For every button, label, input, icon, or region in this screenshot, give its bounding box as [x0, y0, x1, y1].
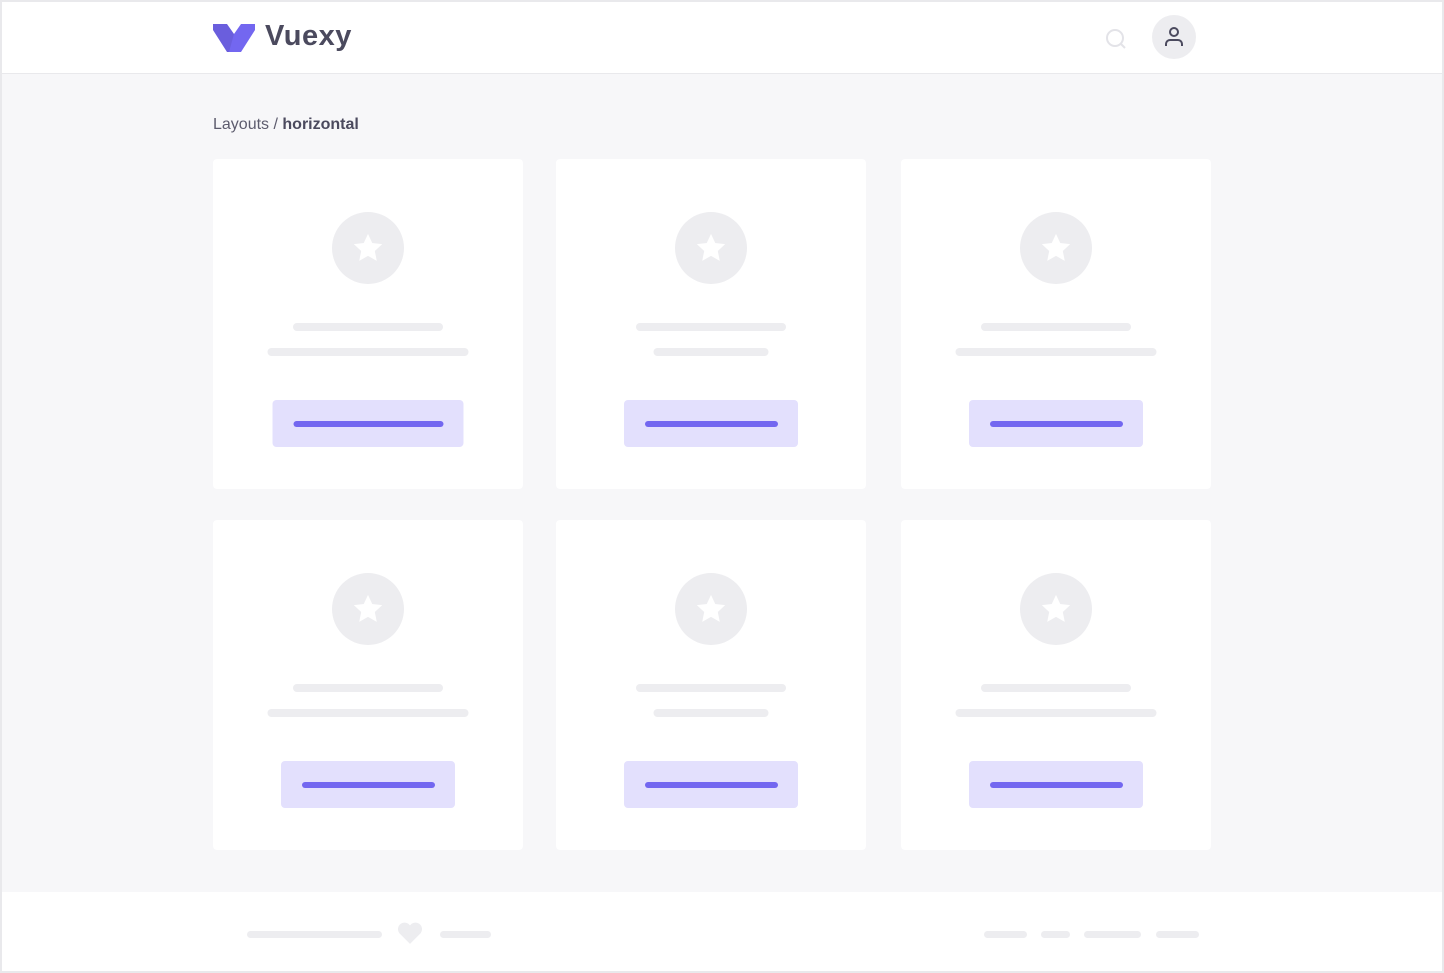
- card-button-label-placeholder: [644, 420, 778, 427]
- vuexy-logo-icon[interactable]: [213, 22, 255, 52]
- card-button[interactable]: [969, 761, 1143, 808]
- card-button-label-placeholder: [989, 781, 1123, 788]
- card-button-label-placeholder: [301, 781, 435, 788]
- card: [901, 520, 1211, 850]
- card-text-placeholder: [653, 709, 769, 717]
- card-icon-circle: [332, 573, 404, 645]
- card-button[interactable]: [969, 400, 1143, 447]
- card: [901, 159, 1211, 489]
- card: [556, 159, 866, 489]
- footer-link[interactable]: [1041, 931, 1070, 938]
- card-button-label-placeholder: [989, 420, 1123, 427]
- card-button-label-placeholder: [644, 781, 778, 788]
- card: [213, 520, 523, 850]
- card: [213, 159, 523, 489]
- heart-icon: [397, 922, 423, 944]
- breadcrumb-current: horizontal: [282, 116, 359, 133]
- card-title-placeholder: [981, 684, 1131, 692]
- footer: [2, 892, 1442, 971]
- star-icon: [1041, 233, 1071, 261]
- user-avatar[interactable]: [1152, 15, 1196, 59]
- breadcrumb-separator: /: [269, 116, 283, 133]
- star-icon: [696, 233, 726, 261]
- star-icon: [1041, 594, 1071, 622]
- card-button-label-placeholder: [293, 420, 443, 427]
- card-icon-circle: [332, 212, 404, 284]
- card-text-placeholder: [955, 709, 1157, 717]
- footer-text-placeholder: [247, 931, 382, 938]
- card-title-placeholder: [981, 323, 1131, 331]
- search-icon[interactable]: [1104, 27, 1128, 51]
- top-navbar: Vuexy: [2, 2, 1442, 74]
- card-title-placeholder: [636, 323, 786, 331]
- card-title-placeholder: [293, 684, 443, 692]
- card-title-placeholder: [636, 684, 786, 692]
- star-icon: [353, 594, 383, 622]
- breadcrumb: Layouts / horizontal: [213, 116, 359, 134]
- brand-name[interactable]: Vuexy: [265, 20, 352, 52]
- star-icon: [353, 233, 383, 261]
- card: [556, 520, 866, 850]
- footer-link[interactable]: [984, 931, 1027, 938]
- card-text-placeholder: [955, 348, 1157, 356]
- card-text-placeholder: [267, 348, 469, 356]
- card-title-placeholder: [293, 323, 443, 331]
- card-icon-circle: [675, 573, 747, 645]
- card-text-placeholder: [267, 709, 469, 717]
- card-icon-circle: [1020, 212, 1092, 284]
- breadcrumb-parent[interactable]: Layouts: [213, 116, 270, 133]
- user-icon: [1165, 27, 1183, 46]
- card-icon-circle: [675, 212, 747, 284]
- card-text-placeholder: [653, 348, 769, 356]
- footer-link[interactable]: [1156, 931, 1199, 938]
- card-button[interactable]: [272, 400, 464, 447]
- card-icon-circle: [1020, 573, 1092, 645]
- card-button[interactable]: [624, 400, 798, 447]
- card-button[interactable]: [281, 761, 455, 808]
- footer-text-placeholder: [440, 931, 491, 938]
- card-button[interactable]: [624, 761, 798, 808]
- star-icon: [696, 594, 726, 622]
- footer-link[interactable]: [1084, 931, 1141, 938]
